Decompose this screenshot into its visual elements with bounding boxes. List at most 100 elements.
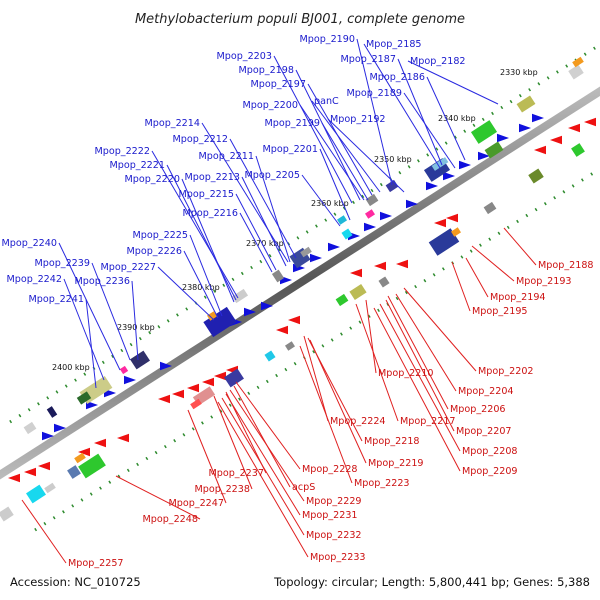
accession-text: Accession: NC_010725 [10, 575, 141, 589]
gene-label: Mpop_2232 [306, 530, 362, 541]
gene-feature-box [74, 452, 86, 464]
forward-gene-arrow [54, 423, 66, 433]
gene-label: Mpop_2257 [68, 558, 124, 569]
leader-line [356, 38, 393, 186]
forward-gene-arrow [497, 133, 509, 143]
gene-feature-box [470, 120, 498, 144]
forward-gene-arrow [328, 242, 340, 252]
reverse-gene-arrow [434, 218, 446, 228]
forward-gene-arrow [124, 375, 136, 385]
gene-label: Mpop_2205 [244, 170, 300, 181]
leader-line [363, 43, 441, 169]
leader-line [321, 122, 369, 201]
gene-label: Mpop_2190 [299, 34, 355, 45]
gene-label: Mpop_2185 [366, 39, 422, 50]
gene-feature-box [300, 246, 312, 258]
gene-label: Mpop_2188 [538, 260, 594, 271]
leader-line [225, 393, 301, 516]
gene-feature-box [341, 228, 353, 240]
reverse-gene-arrow [24, 467, 36, 477]
inner-dotted-rule [34, 168, 599, 532]
gene-feature-box [428, 228, 460, 256]
gene-feature-box [76, 391, 92, 405]
gene-feature-box [78, 453, 106, 479]
leader-line [379, 303, 461, 452]
gene-label: acpS [292, 482, 315, 493]
gene-label: Mpop_2238 [194, 484, 250, 495]
leader-line [307, 83, 373, 196]
forward-gene-arrow [42, 431, 54, 441]
gene-label: Mpop_2204 [458, 386, 514, 397]
leader-line [365, 299, 377, 374]
leader-line [91, 262, 131, 361]
reverse-gene-arrow [78, 447, 90, 457]
tick-label: 2340 kbp [438, 114, 476, 123]
leader-line [183, 250, 219, 319]
leader-line [299, 345, 353, 484]
gene-label: Mpop_2214 [144, 118, 200, 129]
gene-feature-box [365, 209, 375, 219]
leader-line [166, 164, 237, 301]
forward-gene-arrow [244, 307, 256, 317]
leader-line [327, 118, 405, 193]
gene-label: Mpop_2237 [208, 468, 264, 479]
gene-feature-box [349, 283, 367, 301]
reverse-gene-arrow [117, 433, 129, 443]
leader-line [233, 385, 291, 488]
reverse-gene-arrow [550, 135, 562, 145]
leader-line [301, 174, 341, 227]
label-leaders [21, 38, 537, 564]
gene-label: Mpop_2233 [310, 552, 366, 563]
gene-label: panC [314, 96, 339, 107]
leader-line [151, 150, 239, 299]
gene-label: Mpop_2225 [132, 230, 188, 241]
reverse-gene-arrow [187, 383, 199, 393]
gene-feature-box [365, 193, 379, 207]
gene-features [0, 56, 596, 522]
gene-label: Mpop_2219 [368, 458, 424, 469]
gene-label: Mpop_2220 [124, 174, 180, 185]
gene-label: Mpop_2221 [109, 160, 165, 171]
reverse-gene-arrow [350, 268, 362, 278]
gene-labels: Mpop_2190 Mpop_2185 Mpop_2203 Mpop_2187 Mpop… [1, 34, 593, 569]
leader-line [221, 397, 305, 536]
leader-line [503, 227, 537, 266]
gene-label: Mpop_2198 [238, 65, 294, 76]
gene-label: Mpop_2247 [168, 498, 224, 509]
leader-line [21, 499, 67, 564]
forward-gene-arrow [261, 301, 273, 311]
gene-feature-box [46, 406, 58, 418]
gene-label: Mpop_2240 [1, 238, 57, 249]
map-title: Methylobacterium populi BJ001, complete … [135, 12, 465, 27]
reverse-gene-arrow [446, 213, 458, 223]
gene-label: Mpop_2203 [216, 51, 272, 62]
gene-feature-box [572, 56, 584, 68]
forward-gene-arrow [519, 123, 531, 133]
gene-label: Mpop_2241 [28, 294, 84, 305]
tick-label: 2370 kbp [246, 239, 284, 248]
gene-label: Mpop_2210 [378, 368, 434, 379]
gene-label: Mpop_2212 [172, 134, 228, 145]
tick-label: 2350 kbp [374, 155, 412, 164]
leader-line [403, 287, 477, 372]
gene-feature-box [451, 227, 461, 237]
gene-feature-box [203, 306, 237, 338]
leader-line [471, 245, 515, 282]
leader-line [235, 381, 301, 470]
leader-line [131, 280, 139, 361]
leader-line [407, 60, 499, 105]
gene-label: Mpop_2211 [198, 151, 254, 162]
gene-feature-box [568, 64, 584, 80]
gene-label: Mpop_2194 [490, 292, 546, 303]
gene-feature-box [528, 168, 544, 184]
reverse-gene-arrow [38, 461, 50, 471]
forward-gene-arrow [478, 151, 490, 161]
forward-gene-arrow [86, 400, 98, 410]
leader-line [451, 261, 471, 312]
gene-label: Mpop_2236 [74, 276, 130, 287]
topology-text: Topology: circular; Length: 5,800,441 bp… [273, 575, 590, 589]
leader-line [273, 55, 353, 204]
gene-label: Mpop_2200 [242, 100, 298, 111]
gene-feature-box [26, 484, 46, 504]
